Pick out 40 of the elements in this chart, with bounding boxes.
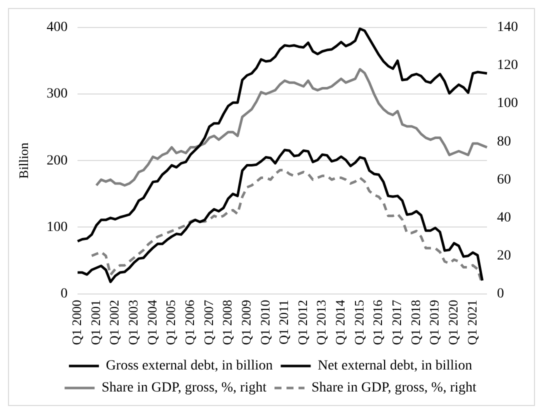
x-tick-label: Q1 2000 — [69, 300, 84, 345]
x-tick-label: Q1 2004 — [144, 299, 160, 345]
y2-tick-label: 140 — [497, 20, 518, 36]
legend-label: Net external debt, in billion — [318, 358, 472, 374]
y2-tick-label: 60 — [497, 172, 511, 188]
y2-tick-label: 20 — [497, 248, 511, 264]
x-tick-label: Q1 2011 — [276, 300, 292, 345]
x-tick-label: Q1 2020 — [445, 300, 460, 345]
y-axis-title: Billion — [16, 142, 32, 179]
y2-tick-label: 80 — [497, 134, 511, 150]
y-tick-label: 200 — [46, 153, 68, 168]
y-tick-label: 0 — [60, 286, 68, 302]
y2-tick-label: 0 — [497, 286, 504, 302]
y2-tick-label: 40 — [497, 210, 511, 226]
x-tick-label: Q1 2009 — [238, 300, 254, 345]
y-tick-label: 400 — [46, 20, 68, 36]
x-tick-label: Q1 2017 — [389, 299, 404, 345]
x-tick-label: Q1 2018 — [408, 300, 423, 345]
legend-label: Share in GDP, gross, %, right — [312, 380, 476, 396]
x-tick-label: Q1 2010 — [257, 300, 272, 345]
x-tick-label: Q1 2016 — [370, 299, 386, 345]
x-tick-label: Q1 2014 — [332, 299, 348, 345]
x-tick-label: Q1 2021 — [464, 300, 480, 345]
x-tick-label: Q1 2008 — [220, 300, 235, 345]
x-tick-label: Q1 2001 — [88, 300, 103, 345]
x-tick-label: Q1 2015 — [351, 300, 366, 345]
legend-label: Share in GDP, gross, %, right — [102, 380, 267, 396]
x-tick-label: Q1 2006 — [182, 299, 197, 345]
y2-tick-label: 120 — [497, 58, 518, 74]
x-tick-label: Q1 2003 — [125, 300, 140, 345]
x-tick-label: Q1 2007 — [200, 299, 216, 345]
legend-label: Gross external debt, in billion — [106, 358, 273, 374]
y-tick-label: 300 — [46, 86, 68, 102]
y2-tick-label: 100 — [497, 96, 518, 112]
y-tick-label: 100 — [46, 220, 68, 235]
x-tick-label: Q1 2019 — [426, 300, 442, 345]
x-tick-label: Q1 2005 — [163, 300, 178, 345]
x-tick-label: Q1 2013 — [314, 300, 329, 345]
x-tick-label: Q1 2002 — [106, 300, 122, 345]
x-tick-label: Q1 2012 — [294, 300, 310, 345]
